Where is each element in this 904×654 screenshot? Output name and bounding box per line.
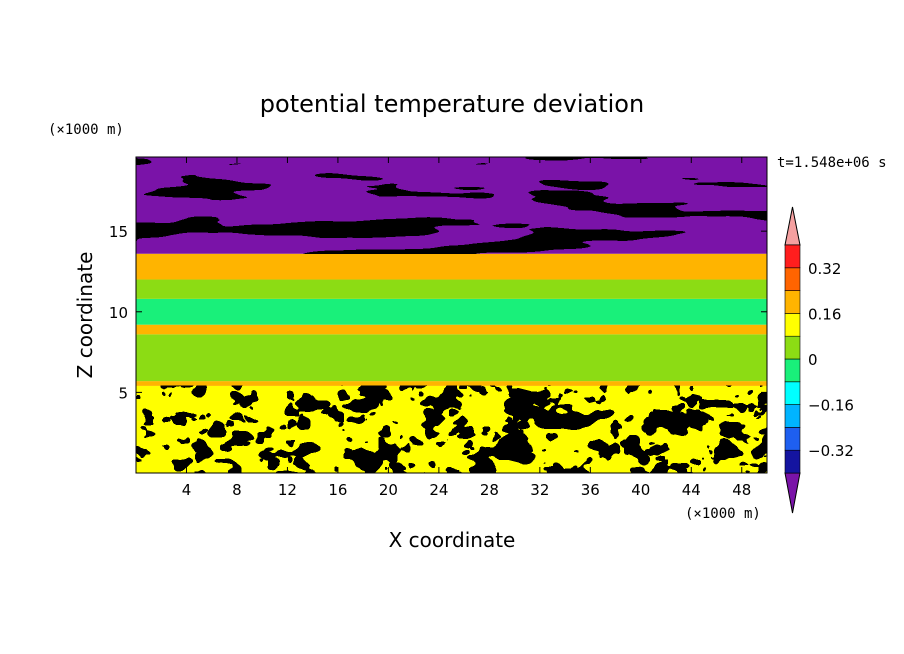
plot-area: [136, 157, 767, 473]
y-tick-label: 15: [109, 223, 128, 241]
colorbar-box: [784, 358, 801, 383]
turbulence-patch: [136, 385, 767, 473]
x-tick-label: 4: [182, 481, 192, 499]
colorbar-box: [784, 267, 801, 291]
x-tick-label: 48: [732, 481, 751, 499]
colorbar-box: [784, 381, 801, 405]
time-label: t=1.548e+06 s: [777, 155, 887, 171]
y-axis: 5 10 15: [109, 223, 767, 402]
x-tick-label: 32: [530, 481, 549, 499]
x-tick-label: 40: [631, 481, 650, 499]
x-tick-label: 20: [379, 481, 398, 499]
y-tick-label: 10: [109, 304, 128, 322]
colorbar-label: −0.16: [808, 397, 854, 415]
layer-1: [136, 381, 767, 386]
layer-4: [136, 298, 767, 325]
layer-6: [136, 253, 767, 280]
colorbar-label: 0.32: [808, 260, 841, 278]
x-tick-label: 36: [581, 481, 600, 499]
layer-2: [136, 334, 767, 382]
x-unit-label: (×1000 m): [685, 506, 761, 522]
layer-5: [136, 279, 767, 299]
y-axis-label: Z coordinate: [73, 252, 97, 379]
colorbar: −0.32 −0.16 0 0.16 0.32: [784, 206, 854, 514]
colorbar-label: 0.16: [808, 305, 841, 323]
colorbar-box: [784, 244, 801, 269]
colorbar-box: [784, 427, 801, 451]
plot-frame: [135, 156, 768, 474]
colorbar-arrow-top: [784, 206, 801, 246]
x-axis-label: X coordinate: [389, 528, 516, 552]
y-tick-label: 5: [118, 384, 128, 402]
colorbar-label: 0: [808, 351, 818, 369]
chart-title: potential temperature deviation: [260, 90, 644, 118]
colorbar-arrow-bottom: [784, 472, 801, 514]
x-tick-label: 12: [278, 481, 297, 499]
layer-3: [136, 324, 767, 335]
x-tick-label: 16: [328, 481, 347, 499]
colorbar-box: [784, 290, 801, 314]
x-tick-label: 24: [429, 481, 448, 499]
x-tick-label: 28: [480, 481, 499, 499]
colorbar-label: −0.32: [808, 442, 854, 460]
colorbar-box: [784, 313, 801, 337]
colorbar-box: [784, 335, 801, 360]
colorbar-box: [784, 449, 801, 474]
x-axis: 4 8 12 16 20 24 28 32 36 40 44 48: [182, 157, 751, 499]
y-unit-label: (×1000 m): [48, 122, 124, 138]
x-tick-label: 44: [682, 481, 701, 499]
upper-bands: [136, 157, 767, 254]
colorbar-box: [784, 404, 801, 428]
x-tick-label: 8: [232, 481, 242, 499]
